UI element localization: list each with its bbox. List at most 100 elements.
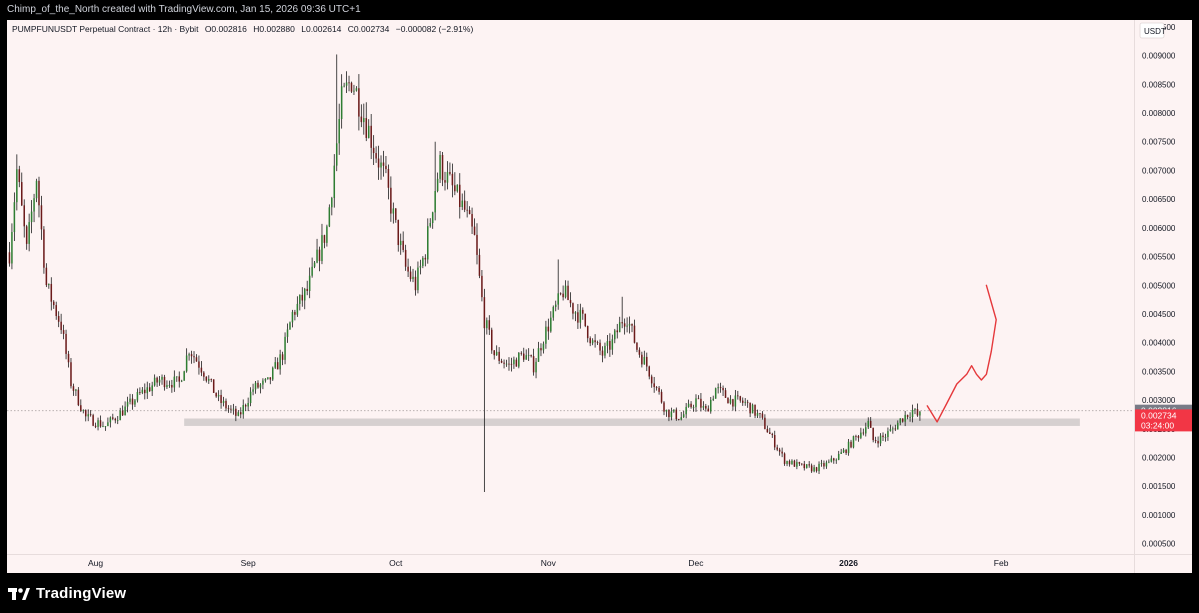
candle-body: [542, 343, 545, 351]
candle-body: [852, 436, 855, 448]
candle-body: [82, 410, 85, 411]
candle-body: [23, 205, 25, 227]
candle-body: [840, 452, 842, 454]
candle-body: [682, 414, 685, 418]
candle-body: [267, 377, 269, 379]
candle-body: [313, 262, 316, 267]
candle-countdown-label: 03:24:00: [1141, 420, 1174, 430]
candle-body: [830, 458, 833, 462]
candle-body: [279, 354, 281, 370]
candle-body: [21, 182, 23, 206]
candle-body: [316, 249, 318, 263]
candle-body: [335, 143, 338, 166]
candle-body: [358, 88, 360, 117]
candle-body: [429, 223, 432, 227]
candle-body: [623, 323, 626, 327]
candle-body: [62, 330, 65, 334]
candle-body: [643, 356, 646, 365]
candle-body: [353, 90, 355, 92]
candle-body: [173, 376, 176, 388]
candle-body: [906, 414, 909, 418]
candle-body: [510, 363, 513, 365]
candle-body: [874, 440, 877, 441]
candle-body: [776, 447, 778, 450]
candle-body: [8, 252, 11, 264]
attribution-bar: Chimp_of_the_North created with TradingV…: [0, 0, 1199, 20]
candle-body: [45, 267, 48, 286]
candle-body: [596, 342, 599, 343]
candle-body: [522, 353, 525, 360]
candle-body: [451, 173, 454, 186]
candle-body: [751, 404, 754, 414]
support-zone[interactable]: [184, 418, 1080, 426]
candle-body: [786, 461, 788, 464]
candle-body: [535, 361, 537, 373]
candle-body: [486, 320, 488, 329]
candle-body: [144, 389, 146, 394]
candle-body: [185, 355, 188, 372]
candle-body: [109, 417, 112, 423]
candle-body: [427, 226, 429, 260]
candle-body: [705, 406, 707, 409]
candle-body: [230, 408, 232, 410]
price-chart[interactable]: 0.0095000.0090000.0085000.0080000.007500…: [7, 20, 1192, 573]
candle-body: [188, 354, 190, 356]
candle-body: [808, 464, 810, 466]
x-tick-label: Oct: [389, 558, 403, 568]
candle-body: [390, 187, 392, 214]
candle-body: [363, 118, 365, 123]
candle-body: [473, 226, 476, 235]
candle-body: [633, 325, 636, 343]
candle-body: [889, 428, 892, 432]
candle-body: [631, 323, 633, 326]
candle-body: [567, 285, 569, 301]
candle-body: [476, 234, 478, 255]
candle-body: [769, 432, 771, 434]
y-tick-label: 0.007000: [1142, 166, 1176, 175]
candle-body: [380, 162, 382, 168]
candle-body: [183, 371, 185, 381]
candle-body: [478, 254, 481, 276]
tradingview-brand[interactable]: TradingView: [8, 585, 126, 602]
unit-selector[interactable]: [1139, 22, 1165, 39]
current-price-badge: [1135, 409, 1192, 432]
candle-body: [161, 376, 163, 380]
candle-body: [35, 180, 38, 199]
candle-body: [466, 209, 468, 211]
projection-drawing[interactable]: [926, 284, 997, 423]
chart-panel[interactable]: 0.0095000.0090000.0085000.0080000.007500…: [7, 20, 1192, 573]
candle-body: [399, 240, 402, 246]
y-tick-label: 0.003000: [1142, 396, 1176, 405]
candle-body: [459, 184, 461, 208]
candle-body: [687, 403, 690, 407]
candle-body: [404, 249, 407, 267]
candle-body: [845, 449, 847, 454]
candle-body: [367, 125, 370, 138]
symbol-legend: PUMPFUNUSDT Perpetual Contract · 12h · B…: [12, 24, 473, 34]
candle-body: [648, 366, 651, 377]
candle-body: [217, 395, 220, 397]
candle-body: [869, 420, 872, 428]
candle-body: [43, 229, 45, 268]
candle-body: [126, 401, 129, 407]
candle-body: [264, 378, 267, 381]
candle-body: [402, 240, 404, 250]
candle-body: [697, 398, 700, 400]
candle-body: [468, 210, 471, 215]
candle-body: [717, 387, 719, 389]
candle-body: [899, 418, 901, 423]
candle-body: [530, 355, 532, 357]
footer-bar: TradingView: [0, 573, 1199, 613]
candle-body: [685, 406, 687, 415]
candle-body: [813, 467, 815, 472]
legend-close: C0.002734: [347, 24, 390, 34]
candle-body: [562, 293, 564, 298]
candle-body: [134, 400, 136, 405]
candle-body: [205, 376, 208, 381]
candle-body: [18, 169, 21, 183]
candle-body: [286, 329, 289, 337]
y-tick-label: 0.007500: [1142, 138, 1176, 147]
candle-body: [879, 435, 882, 444]
candle-body: [825, 462, 828, 467]
candle-body: [527, 355, 530, 356]
